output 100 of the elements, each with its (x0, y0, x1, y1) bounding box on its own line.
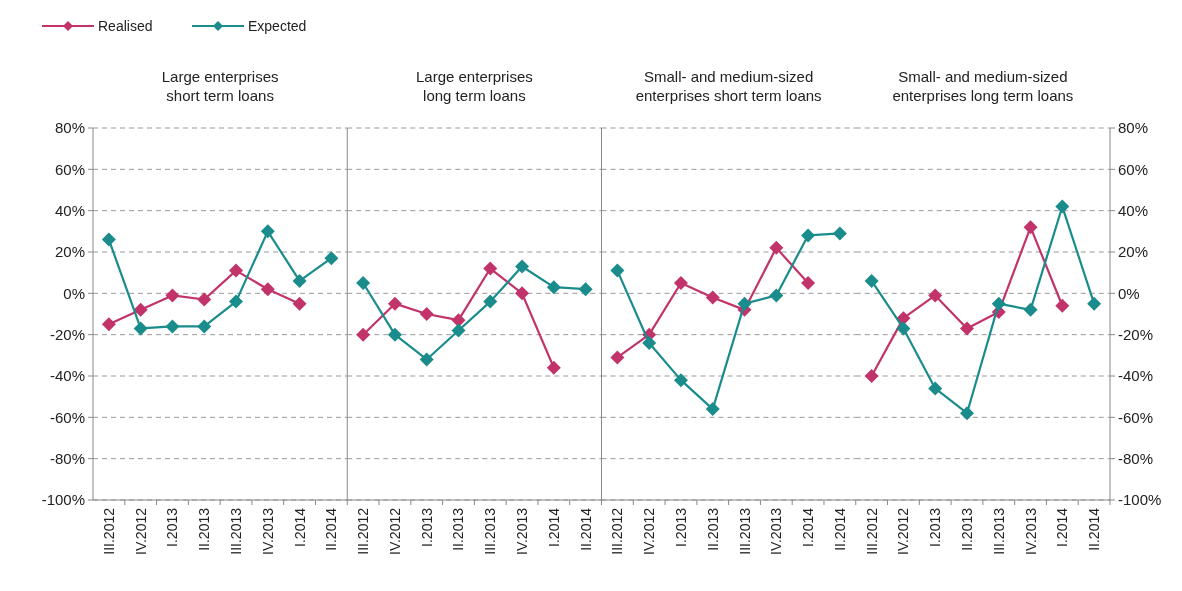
chart-title: Small- and medium-sized enterprises long term loans (892, 68, 1074, 104)
x-tick-label: I.2014 (1054, 507, 1071, 547)
point (483, 261, 498, 276)
x-tick-label: III.2012 (609, 507, 626, 555)
x-tick-label: III.2013 (736, 507, 753, 555)
x-tick-label: III.2012 (863, 507, 880, 555)
point (515, 259, 530, 274)
y-tick-label: 40% (1118, 201, 1149, 219)
point (292, 296, 307, 311)
x-tick-label: I.2014 (545, 507, 562, 547)
point (928, 381, 943, 396)
point (260, 224, 275, 239)
x-tick-label: II.2014 (323, 507, 340, 551)
point (133, 321, 148, 336)
x-tick-label: III.2012 (355, 507, 372, 555)
x-tick-label: I.2013 (418, 507, 435, 547)
point (737, 296, 752, 311)
y-tick-label: 0% (1118, 284, 1140, 302)
point (324, 251, 339, 266)
x-tick-label: I.2013 (672, 507, 689, 547)
point (546, 280, 561, 295)
x-tick-label: I.2013 (927, 507, 944, 547)
point (165, 288, 180, 303)
x-tick-label: III.2013 (990, 507, 1007, 555)
point (801, 276, 816, 290)
x-tick-label: III.2013 (228, 507, 245, 555)
point (419, 307, 434, 321)
x-tick-label: II.2014 (577, 507, 594, 551)
y-tick-label: -80% (49, 449, 85, 467)
x-tick-label: IV.2012 (641, 507, 658, 555)
point (673, 373, 688, 388)
point (959, 321, 974, 336)
point (229, 294, 244, 309)
point (801, 228, 816, 243)
y-tick-label: 0% (63, 284, 85, 302)
x-tick-label: II.2013 (196, 507, 213, 551)
point (673, 276, 688, 290)
point (578, 282, 593, 297)
y-tick-label: -40% (1118, 367, 1154, 385)
point (769, 240, 784, 255)
point (991, 296, 1006, 311)
point (133, 302, 148, 317)
y-tick-label: -80% (1118, 449, 1154, 467)
x-tick-label: II.2013 (704, 507, 721, 551)
point (546, 360, 561, 375)
legend-label: Expected (248, 17, 307, 34)
point (610, 350, 625, 365)
x-tick-label: II.2014 (1086, 507, 1103, 551)
x-tick-label: IV.2012 (386, 507, 403, 555)
point (197, 292, 212, 307)
chart-title: Large enterprises long term loans (416, 68, 533, 104)
x-tick-label: IV.2013 (1022, 507, 1039, 555)
point (515, 286, 530, 301)
point (101, 317, 116, 332)
point (356, 276, 371, 290)
y-tick-label: 60% (1118, 160, 1149, 178)
point (292, 273, 307, 288)
y-tick-label: -20% (49, 325, 85, 343)
point (1087, 296, 1102, 311)
point (1055, 298, 1070, 313)
point (356, 327, 371, 342)
y-tick-label: -60% (49, 408, 85, 426)
x-tick-label: IV.2013 (259, 507, 276, 555)
y-tick-label: -60% (1118, 408, 1154, 426)
x-tick-label: II.2013 (958, 507, 975, 551)
point (197, 319, 212, 334)
point (229, 263, 244, 278)
y-tick-label: 80% (54, 119, 85, 137)
legend-label: Realised (98, 17, 153, 34)
point (387, 296, 402, 311)
point (260, 282, 275, 297)
x-tick-label: I.2014 (800, 507, 817, 547)
y-tick-label: 60% (54, 160, 85, 178)
x-tick-label: II.2013 (450, 507, 467, 551)
point (101, 232, 116, 247)
x-tick-label: IV.2013 (768, 507, 785, 555)
point (610, 263, 625, 278)
point (705, 402, 720, 417)
point (832, 226, 847, 241)
x-tick-label: I.2014 (291, 507, 308, 547)
y-tick-label: 20% (1118, 243, 1149, 261)
x-tick-label: III.2013 (482, 507, 499, 555)
x-tick-label: IV.2012 (132, 507, 149, 555)
x-tick-label: IV.2012 (895, 507, 912, 555)
x-tick-label: III.2012 (100, 507, 117, 555)
point (769, 288, 784, 303)
chart-title: Small- and medium-sized enterprises short term loans (635, 68, 822, 104)
point (483, 294, 498, 309)
point (419, 352, 434, 367)
point (1023, 302, 1038, 317)
y-tick-label: 80% (1118, 119, 1149, 137)
point (705, 290, 720, 305)
y-tick-label: -20% (1118, 325, 1154, 343)
point (1055, 199, 1070, 214)
point (642, 335, 657, 350)
point (451, 323, 466, 338)
point (1023, 220, 1038, 235)
y-tick-label: -100% (1118, 491, 1162, 509)
point (864, 369, 879, 383)
point (896, 321, 911, 336)
